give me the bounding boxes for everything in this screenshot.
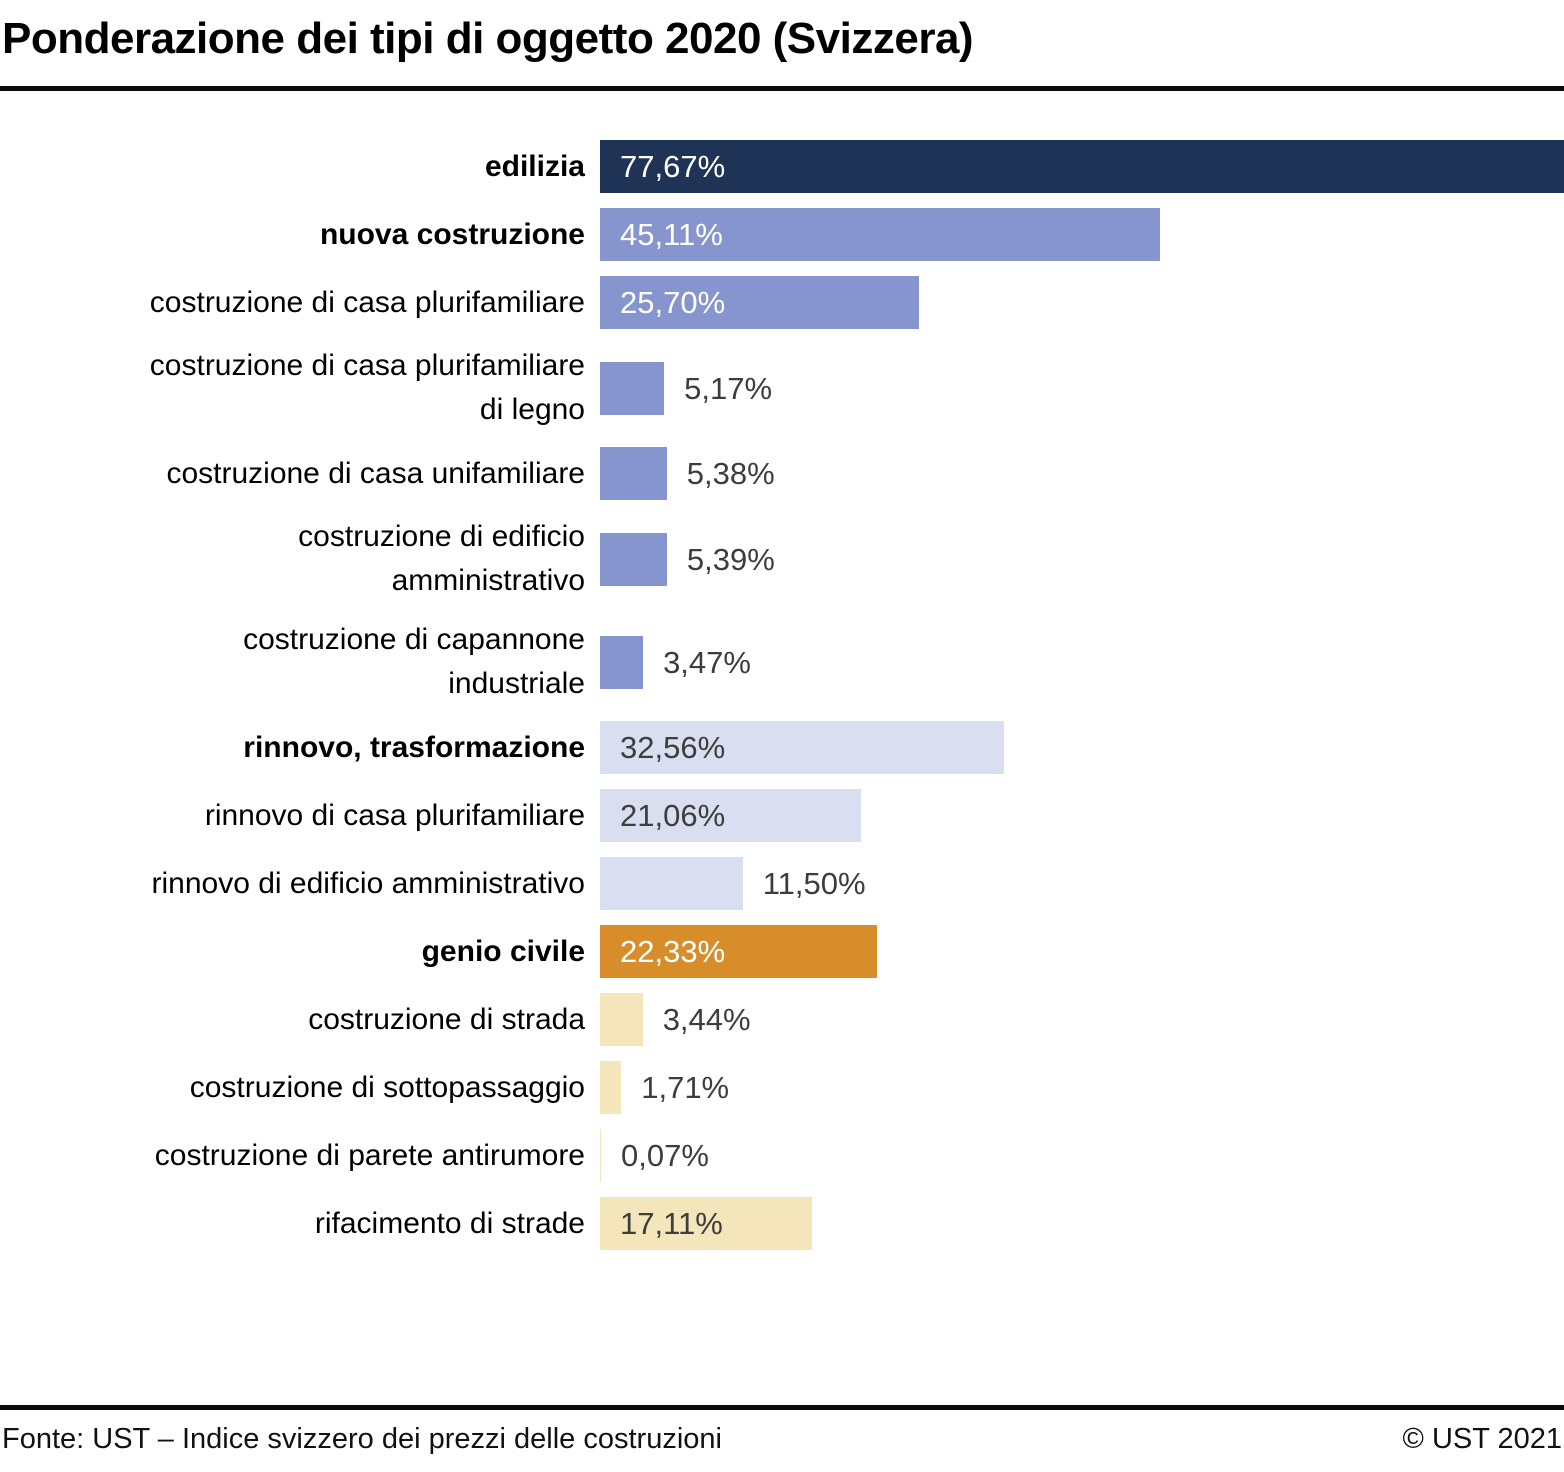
chart-row: costruzione di strada 3,44% [0,993,1564,1046]
bar-2: 25,70% [600,276,919,329]
chart-row: costruzione di casa plurifamiliare di le… [0,344,1564,432]
chart-row: nuova costruzione 45,11% [0,208,1564,261]
value-label: 32,56% [620,730,726,765]
bar-track: 32,56% [600,721,1564,774]
footer: Fonte: UST – Indice svizzero dei prezzi … [0,1405,1564,1472]
bar-8: 21,06% [600,789,862,842]
bar-9 [600,857,743,910]
chart-row: rifacimento di strade 17,11% [0,1197,1564,1250]
value-label: 5,38% [686,456,775,491]
category-label: costruzione di sottopassaggio [189,1070,585,1104]
category-label: costruzione di casa unifamiliare [166,456,585,490]
chart-row: rinnovo di casa plurifamiliare 21,06% [0,789,1564,842]
bar-track: 3,47% [600,635,1564,689]
bar-1: 45,11% [600,208,1160,261]
chart-row: costruzione di casa unifamiliare 5,38% [0,447,1564,500]
category-label: rifacimento di strade [314,1206,585,1240]
bar-13 [600,1129,601,1182]
bar-track: 25,70% [600,276,1564,329]
category-label: rinnovo di edificio amministrativo [151,866,585,900]
value-label: 5,39% [686,541,775,577]
chart-row: rinnovo di edificio amministrativo 11,50% [0,857,1564,910]
bar-4 [600,447,667,500]
category-label: costruzione di capannone industriale [243,623,585,700]
bar-12 [600,1061,622,1114]
chart-row: costruzione di parete antirumore 0,07% [0,1129,1564,1182]
value-label: 22,33% [620,934,726,969]
bar-7: 32,56% [600,721,1005,774]
page-title: Ponderazione dei tipi di oggetto 2020 (S… [2,14,974,63]
value-label: 21,06% [620,798,726,833]
bar-0: 77,67% [600,140,1564,193]
category-label: costruzione di casa plurifamiliare [149,285,585,319]
value-label: 0,07% [621,1138,709,1173]
chart-row: costruzione di casa plurifamiliare 25,70% [0,276,1564,329]
category-label: edilizia [484,149,585,183]
value-label: 5,17% [684,370,773,406]
value-label: 3,47% [663,644,751,680]
bar-5 [600,532,667,586]
category-label: costruzione di parete antirumore [154,1138,585,1172]
bar-chart: edilizia 77,67% nuova costruzione 45,11% cos… [0,140,1564,1250]
bar-track: 21,06% [600,789,1564,842]
value-label: 45,11% [620,217,723,252]
footer-divider [0,1405,1564,1410]
category-label: nuova costruzione [319,217,585,251]
chart-row: costruzione di capannone industriale 3,47… [0,618,1564,706]
category-label: costruzione di strada [308,1002,585,1036]
category-label: rinnovo, trasformazione [243,730,585,764]
bar-track: 45,11% [600,208,1564,261]
chart-row: edilizia 77,67% [0,140,1564,193]
bar-track: 3,44% [600,993,1564,1046]
bar-track: 0,07% [600,1129,1564,1182]
bar-track: 5,17% [600,361,1564,415]
bar-track: 17,11% [600,1197,1564,1250]
category-label: genio civile [421,934,585,968]
bar-6 [600,635,644,689]
value-label: 3,44% [662,1002,751,1037]
bar-track: 5,39% [600,532,1564,586]
category-label: costruzione di casa plurifamiliare di le… [149,349,585,426]
chart-row: costruzione di edificio amministrativo 5,… [0,515,1564,603]
value-label: 17,11% [620,1206,723,1241]
category-label: costruzione di edificio amministrativo [298,520,585,597]
header-divider [0,86,1564,91]
source-note: Fonte: UST – Indice svizzero dei prezzi … [2,1423,722,1455]
bar-3 [600,361,665,415]
bar-track: 77,67% [600,140,1564,193]
value-label: 25,70% [620,285,726,320]
category-label: rinnovo di casa plurifamiliare [204,798,585,832]
chart-row: rinnovo, trasformazione 32,56% [0,721,1564,774]
bar-11 [600,993,643,1046]
bar-track: 5,38% [600,447,1564,500]
bar-track: 22,33% [600,925,1564,978]
bar-14: 17,11% [600,1197,813,1250]
value-label: 1,71% [641,1070,730,1105]
value-label: 77,67% [620,149,726,184]
value-label: 11,50% [762,866,866,901]
copyright-note: © UST 2021 [1402,1423,1562,1455]
chart-row: costruzione di sottopassaggio 1,71% [0,1061,1564,1114]
bar-track: 11,50% [600,857,1564,910]
bar-track: 1,71% [600,1061,1564,1114]
bar-10: 22,33% [600,925,878,978]
chart-row: genio civile 22,33% [0,925,1564,978]
